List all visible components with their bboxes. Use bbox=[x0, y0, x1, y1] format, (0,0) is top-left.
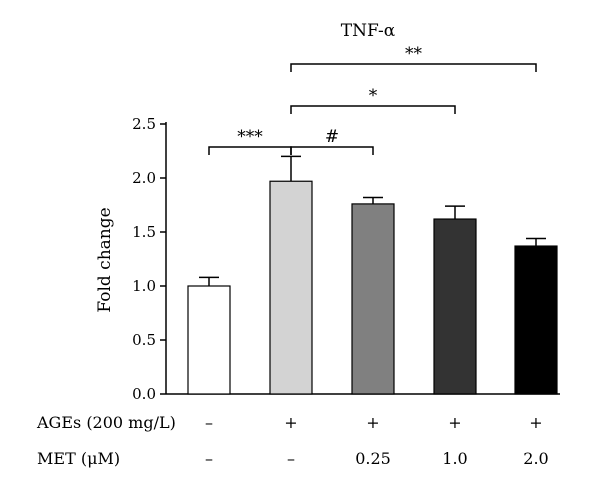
significance-label: # bbox=[325, 127, 339, 147]
treatment-cell: – bbox=[287, 449, 295, 468]
significance-label: ** bbox=[405, 44, 423, 64]
bar bbox=[351, 203, 395, 395]
significance-brackets: *** #*** bbox=[208, 44, 537, 155]
treatment-row-label: MET (μM) bbox=[37, 449, 120, 468]
significance-label: * bbox=[369, 86, 378, 106]
y-tick-label: 2.0 bbox=[132, 169, 156, 187]
treatment-cell: + bbox=[366, 413, 379, 432]
significance-bracket bbox=[290, 146, 374, 155]
chart-title: TNF-α bbox=[341, 21, 396, 41]
significance-label: *** bbox=[237, 127, 263, 147]
bars bbox=[187, 155, 558, 395]
bar bbox=[514, 245, 558, 395]
treatment-cell: 2.0 bbox=[523, 449, 548, 468]
bar bbox=[269, 180, 313, 395]
treatment-cell: + bbox=[284, 413, 297, 432]
axes: 0.0 0.5 1.0 1.5 2.0 2.5 bbox=[132, 115, 560, 403]
y-tick-label: 1.0 bbox=[132, 277, 156, 295]
treatment-cell: 1.0 bbox=[442, 449, 467, 468]
bar bbox=[433, 218, 477, 395]
treatment-cell: – bbox=[205, 413, 213, 432]
significance-bracket bbox=[290, 63, 537, 72]
y-axis-label: Fold change bbox=[95, 207, 115, 312]
treatment-cell: + bbox=[448, 413, 461, 432]
y-tick-label: 1.5 bbox=[132, 223, 156, 241]
significance-bracket bbox=[290, 105, 456, 114]
treatment-cell: 0.25 bbox=[355, 449, 391, 468]
treatment-cell: + bbox=[529, 413, 542, 432]
y-tick-label: 0.0 bbox=[132, 385, 156, 403]
treatment-cell: – bbox=[205, 449, 213, 468]
treatment-table: AGEs (200 mg/L) – + + + + MET (μM) – – 0.25 1.0 2.0 bbox=[36, 413, 549, 468]
significance-bracket bbox=[208, 146, 292, 155]
y-tick-label: 2.5 bbox=[132, 115, 156, 133]
bar bbox=[187, 285, 231, 395]
y-tick-label: 0.5 bbox=[132, 331, 156, 349]
treatment-row-label: AGEs (200 mg/L) bbox=[36, 413, 176, 432]
